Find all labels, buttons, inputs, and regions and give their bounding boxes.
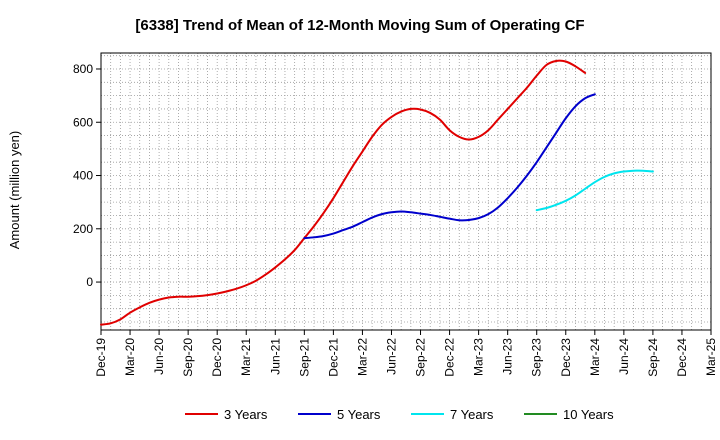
legend-label-3-years: 3 Years — [224, 407, 268, 422]
chart-title: [6338] Trend of Mean of 12-Month Moving … — [135, 17, 584, 34]
x-tick-label: Jun-23 — [501, 338, 515, 375]
x-tick-label: Sep-20 — [181, 338, 195, 377]
x-tick-label: Dec-19 — [94, 338, 108, 377]
series-line-3-years — [100, 59, 587, 326]
x-tick-label: Mar-20 — [123, 338, 137, 376]
series-line-7-years — [535, 169, 654, 212]
y-axis-label: Amount (million yen) — [7, 131, 22, 250]
y-tick-label: 600 — [73, 115, 93, 129]
x-tick-label: Mar-24 — [588, 338, 602, 376]
legend-label-5-years: 5 Years — [337, 407, 381, 422]
plot-background — [101, 53, 711, 330]
x-tick-label: Dec-20 — [210, 338, 224, 377]
legend-label-7-years: 7 Years — [450, 407, 494, 422]
x-tick-label: Sep-23 — [530, 338, 544, 377]
x-tick-label: Dec-21 — [326, 338, 340, 377]
x-tick-label: Sep-22 — [414, 338, 428, 377]
legend-label-10-years: 10 Years — [563, 407, 614, 422]
y-tick-label: 400 — [73, 169, 93, 183]
x-tick-label: Jun-24 — [617, 338, 631, 375]
y-tick-label: 800 — [73, 62, 93, 76]
series-line-5-years — [303, 93, 596, 240]
y-tick-label: 0 — [86, 275, 93, 289]
legend: 3 Years 5 Years 7 Years 10 Years — [185, 407, 614, 422]
x-tick-label: Mar-21 — [239, 338, 253, 376]
plot-frame — [100, 52, 712, 331]
x-tick-label: Jun-22 — [384, 338, 398, 375]
x-tick-label: Dec-23 — [559, 338, 573, 377]
x-tick-label: Mar-25 — [704, 338, 718, 376]
x-tick-label: Dec-22 — [443, 338, 457, 377]
x-tick-label: Jun-21 — [268, 338, 282, 375]
x-tick-label: Mar-22 — [355, 338, 369, 376]
x-tick-label: Sep-21 — [297, 338, 311, 377]
plot-area: 0 200 400 600 800 Dec-19 Mar-20 Jun-20 Sep-20 Dec… — [73, 52, 718, 377]
y-tick-label: 200 — [73, 222, 93, 236]
x-tick-label: Jun-20 — [152, 338, 166, 375]
x-tick-label: Sep-24 — [646, 338, 660, 377]
x-tick-label: Dec-24 — [675, 338, 689, 377]
x-tick-label: Mar-23 — [472, 338, 486, 376]
